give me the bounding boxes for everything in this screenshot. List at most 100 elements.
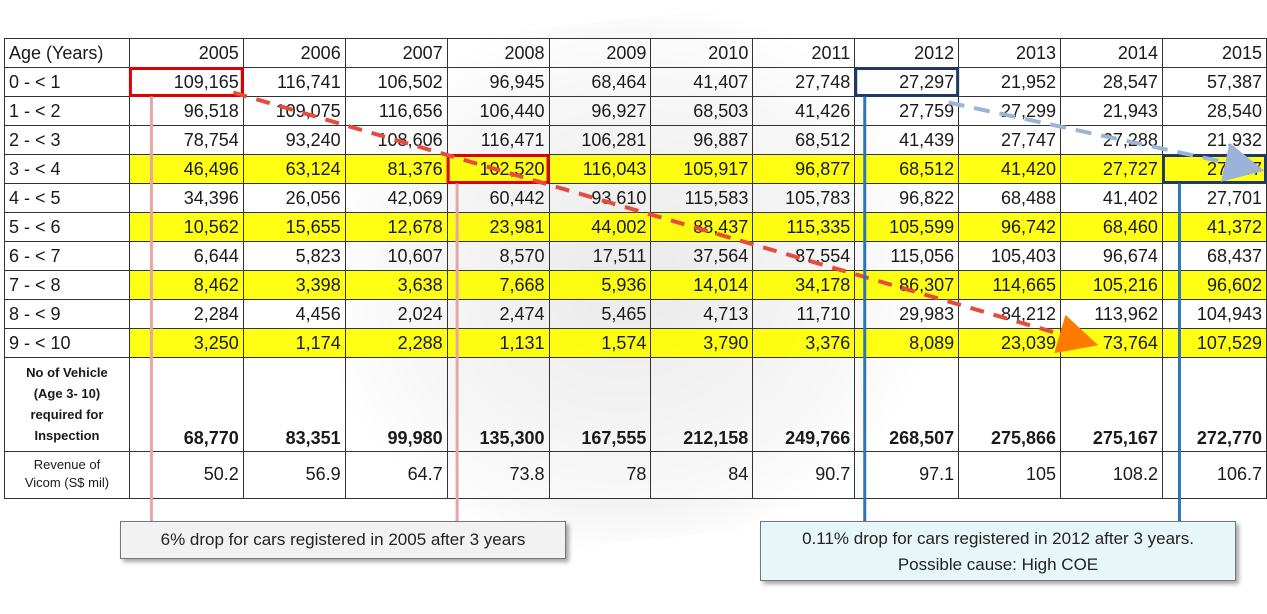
table-cell: 21,943 [1060, 96, 1163, 126]
callout-2012-line1: 0.11% drop for cars registered in 2012 a… [802, 529, 1194, 548]
table-cell: 107,529 [1161, 328, 1267, 358]
inspection-cell: 212,158 [650, 357, 754, 452]
vehicle-age-table: Age (Years) 2005 2006 2007 2008 2009 2010 2011 2… [4, 38, 1267, 499]
inspection-row-label: No of Vehicle (Age 3- 10) required for Insp… [4, 357, 130, 452]
table-cell: 96,822 [854, 183, 960, 213]
inspection-cell: 167,555 [548, 357, 652, 452]
table-cell: 41,439 [854, 125, 960, 155]
table-cell: 115,335 [752, 212, 856, 242]
table-cell: 68,437 [1161, 241, 1267, 271]
table-cell: 42,069 [344, 183, 448, 213]
table-cell: 23,981 [446, 212, 550, 242]
inspection-cell: 249,766 [752, 357, 856, 452]
table-cell: 86,307 [854, 270, 960, 300]
revenue-cell: 50.2 [128, 451, 244, 499]
revenue-cell: 64.7 [344, 451, 448, 499]
table-cell: 5,465 [548, 299, 652, 329]
table-cell: 106,281 [548, 125, 652, 155]
revenue-cell: 73.8 [446, 451, 550, 499]
table-cell: 26,056 [242, 183, 346, 213]
inspection-cell: 99,980 [344, 357, 448, 452]
row-age-label: 3 - < 4 [4, 154, 130, 184]
table-cell: 2,284 [128, 299, 244, 329]
table-cell: 106,440 [446, 96, 550, 126]
table-cell: 105,599 [854, 212, 960, 242]
table-cell: 27,267 [1161, 154, 1267, 184]
revenue-row-label: Revenue of Vicom (S$ mil) [4, 451, 130, 499]
row-age-label: 7 - < 8 [4, 270, 130, 300]
table-cell: 37,564 [650, 241, 754, 271]
table-cell: 27,288 [1060, 125, 1163, 155]
table-cell: 96,602 [1161, 270, 1267, 300]
table-cell: 106,502 [344, 67, 448, 97]
row-age-label: 4 - < 5 [4, 183, 130, 213]
table-cell: 5,936 [548, 270, 652, 300]
header-year: 2005 [128, 38, 244, 68]
table-cell: 27,759 [854, 96, 960, 126]
table-cell: 21,952 [958, 67, 1062, 97]
table-cell: 114,665 [958, 270, 1062, 300]
table-row: 0 - < 1 109,165 116,741 106,502 96,945 68,464… [4, 67, 1267, 97]
table-cell: 8,089 [854, 328, 960, 358]
table-row: 2 - < 3 78,754 93,240 108,606 116,471 106,281… [4, 125, 1267, 155]
table-cell: 17,511 [548, 241, 652, 271]
table-cell: 15,655 [242, 212, 346, 242]
table-row: 6 - < 7 6,644 5,823 10,607 8,570 17,511 37,564… [4, 241, 1267, 271]
table-row: 8 - < 9 2,284 4,456 2,024 2,474 5,465 4,713 11,… [4, 299, 1267, 329]
table-cell: 102,520 [446, 154, 550, 184]
table-cell: 84,212 [958, 299, 1062, 329]
table-cell: 68,503 [650, 96, 754, 126]
table-cell: 96,877 [752, 154, 856, 184]
table-cell: 23,039 [958, 328, 1062, 358]
table-cell: 8,462 [128, 270, 244, 300]
revenue-cell: 106.7 [1161, 451, 1267, 499]
table-cell: 63,124 [242, 154, 346, 184]
table-cell: 27,727 [1060, 154, 1163, 184]
inspection-cell: 268,507 [854, 357, 960, 452]
row-age-label: 0 - < 1 [4, 67, 130, 97]
table-cell: 96,742 [958, 212, 1062, 242]
revenue-cell: 97.1 [854, 451, 960, 499]
inspection-label-line: (Age 3- 10) [33, 385, 101, 401]
table-cell: 105,917 [650, 154, 754, 184]
callout-2005: 6% drop for cars registered in 2005 afte… [120, 521, 566, 559]
table-cell: 68,460 [1060, 212, 1163, 242]
table-cell: 116,656 [344, 96, 448, 126]
row-age-label: 8 - < 9 [4, 299, 130, 329]
table-row: 9 - < 10 3,250 1,174 2,288 1,131 1,574 3,790 3,… [4, 328, 1267, 358]
table-cell: 1,174 [242, 328, 346, 358]
table-cell: 4,456 [242, 299, 346, 329]
table-cell: 2,474 [446, 299, 550, 329]
table-cell: 41,372 [1161, 212, 1267, 242]
header-year: 2007 [344, 38, 448, 68]
revenue-cell: 90.7 [752, 451, 856, 499]
table-cell: 44,002 [548, 212, 652, 242]
table-cell: 57,387 [1161, 67, 1267, 97]
table-cell: 96,674 [1060, 241, 1163, 271]
table-cell: 6,644 [128, 241, 244, 271]
table-cell: 34,396 [128, 183, 244, 213]
callout-2005-text: 6% drop for cars registered in 2005 afte… [160, 530, 526, 549]
table-cell: 29,983 [854, 299, 960, 329]
revenue-cell: 105 [958, 451, 1062, 499]
table-cell: 116,043 [548, 154, 652, 184]
table-row: 1 - < 2 96,518 109,075 116,656 106,440 96,927… [4, 96, 1267, 126]
table-cell: 116,471 [446, 125, 550, 155]
table-cell: 113,962 [1060, 299, 1163, 329]
table-cell: 3,376 [752, 328, 856, 358]
revenue-label-line: Revenue of [33, 457, 101, 472]
table-cell: 34,178 [752, 270, 856, 300]
inspection-cell: 135,300 [446, 357, 550, 452]
table-cell: 68,512 [752, 125, 856, 155]
revenue-row: Revenue of Vicom (S$ mil) 50.2 56.9 64.7 73.8… [4, 451, 1267, 499]
inspection-cell: 272,770 [1161, 357, 1267, 452]
header-year: 2011 [752, 38, 856, 68]
table-cell: 96,887 [650, 125, 754, 155]
table-cell: 105,403 [958, 241, 1062, 271]
table-cell: 116,741 [242, 67, 346, 97]
table-cell: 27,747 [958, 125, 1062, 155]
table-cell: 4,713 [650, 299, 754, 329]
inspection-cell: 275,866 [958, 357, 1062, 452]
table-cell: 60,442 [446, 183, 550, 213]
